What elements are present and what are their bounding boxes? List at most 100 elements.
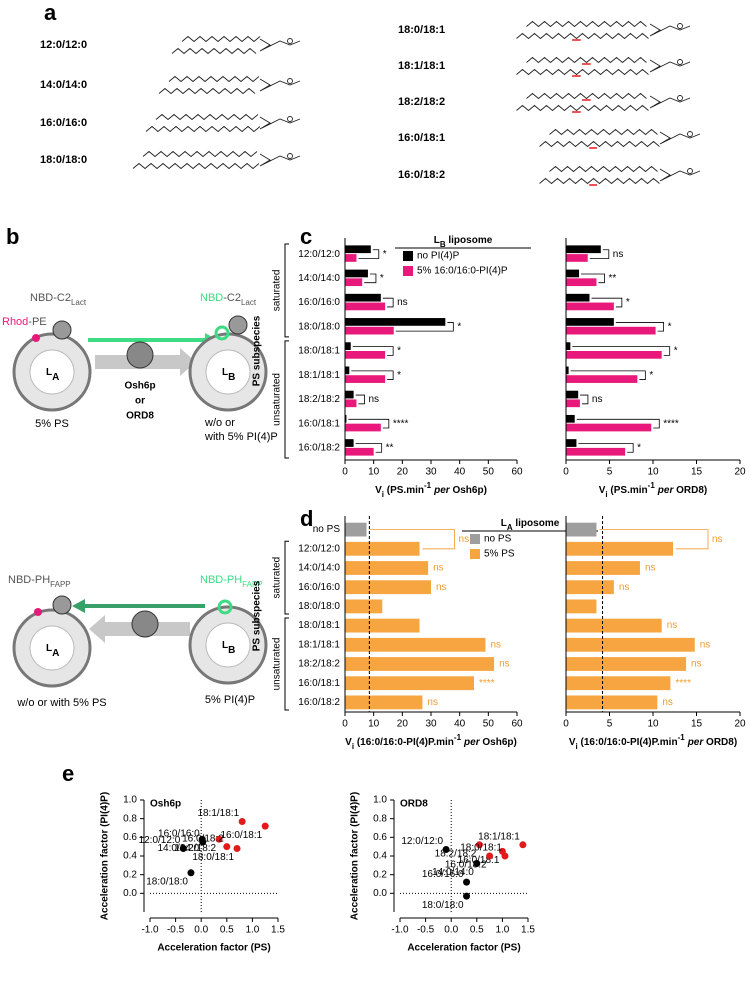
bar <box>566 245 601 254</box>
x-tick-label: 1.0 <box>495 925 509 936</box>
x-tick-label: 0 <box>342 719 348 730</box>
text: ORD8) <box>703 737 737 748</box>
significance-bracket <box>578 443 634 453</box>
text: liposome <box>446 235 493 246</box>
y-tick-label: 1.0 <box>373 795 387 806</box>
significance-bracket <box>348 418 390 429</box>
bar <box>566 390 579 399</box>
x-tick-label: 1.0 <box>245 925 259 936</box>
significance-label: * <box>380 273 384 284</box>
acyl-chain <box>155 113 259 121</box>
significance-bracket <box>352 346 394 356</box>
point-label: 18:1/18:1 <box>478 831 520 842</box>
significance-label: ns <box>490 639 501 650</box>
point <box>261 822 269 830</box>
text: L <box>222 640 228 651</box>
x-tick-label: 40 <box>454 719 466 730</box>
significance-bracket <box>570 370 646 380</box>
phosphate <box>677 95 683 101</box>
bar <box>566 618 662 633</box>
group-label: unsaturated <box>272 638 283 691</box>
y-tick-label: 12:0/12:0 <box>298 543 340 554</box>
text: Rhod <box>2 316 28 328</box>
lipid-label: 18:2/18:2 <box>398 96 445 108</box>
significance-label: ns <box>712 534 723 545</box>
significance-label: ns <box>619 582 630 593</box>
y-tick-label: 0.0 <box>123 888 137 899</box>
x-axis-label: Acceleration factor (PS) <box>157 943 270 954</box>
text: A <box>52 372 59 383</box>
bar <box>566 676 671 691</box>
bar <box>345 375 386 383</box>
liposome-label: LA <box>46 367 59 384</box>
significance-label: ns <box>368 394 379 405</box>
text: FAPP <box>242 580 262 589</box>
significance-label: ns <box>645 563 656 574</box>
phosphate <box>287 38 293 44</box>
y-axis-label: PS subspecies <box>252 315 263 386</box>
point-label: 14:0/14:0 <box>158 843 200 854</box>
text: i <box>382 490 384 499</box>
acyl-chain <box>516 104 649 112</box>
significance-bracket <box>395 322 454 332</box>
text: (16:0/16:0-PI(4)P.min <box>578 737 678 748</box>
point <box>463 892 471 900</box>
group-label: saturated <box>272 557 283 599</box>
x-tick-label: 20 <box>734 719 746 730</box>
x-axis-label: Vi (16:0/16:0-PI(4)P.min-1 per Osh6p) <box>345 733 517 751</box>
point <box>501 852 509 860</box>
bar <box>566 342 571 350</box>
bar <box>566 695 658 710</box>
bar <box>345 676 474 691</box>
bar <box>566 447 626 456</box>
significance-label: ** <box>608 273 616 284</box>
bar <box>345 447 374 456</box>
point-label: 16:0/18:1 <box>458 855 500 866</box>
point <box>519 841 527 849</box>
y-tick-label: no PS <box>313 524 341 535</box>
significance-label: * <box>668 321 672 332</box>
point <box>187 869 195 877</box>
bar <box>566 399 580 408</box>
x-tick-label: 5 <box>607 467 613 478</box>
lipid-label: 14:0/14:0 <box>40 79 87 91</box>
text: -1 <box>648 481 656 490</box>
diagram-bottom: NBD-PHFAPP NBD-PHFAPP LA LB w/o or with … <box>8 574 268 709</box>
significance-label: * <box>383 249 387 260</box>
significance-label: ns <box>427 697 438 708</box>
lipid-label: 16:0/18:2 <box>398 169 445 181</box>
text: L <box>46 367 52 378</box>
probe-label: NBD-C2Lact <box>200 292 257 307</box>
bar <box>345 423 381 432</box>
bar <box>345 599 383 614</box>
bar <box>345 561 429 575</box>
bar <box>345 580 431 595</box>
phosphate <box>287 78 293 84</box>
point-label: 18:2/18:2 <box>174 843 216 854</box>
panel-label: d <box>300 506 313 531</box>
significance-label: * <box>674 346 678 357</box>
text: (PS.min <box>608 485 648 496</box>
point <box>473 859 481 867</box>
y-tick-label: 0.8 <box>373 813 387 824</box>
liposome-label: LA <box>46 643 59 660</box>
legend-title: LB liposome <box>434 235 493 249</box>
arrow-head <box>72 599 85 613</box>
protein-label: ORD8 <box>126 411 154 422</box>
text: V <box>375 485 382 496</box>
acyl-chain <box>181 35 261 43</box>
y-tick-label: 0.0 <box>373 888 387 899</box>
text: NBD-PH <box>200 574 242 586</box>
significance-bracket <box>351 370 394 380</box>
lipid-label: 18:0/18:0 <box>40 154 87 166</box>
x-tick-label: 15 <box>691 719 703 730</box>
significance-bracket <box>589 249 610 259</box>
acyl-chain <box>539 140 660 148</box>
x-tick-label: 0.5 <box>470 925 484 936</box>
significance-label: ns <box>397 297 408 308</box>
x-tick-label: 20 <box>397 719 409 730</box>
significance-label: **** <box>663 418 679 429</box>
chart-title: ORD8 <box>400 799 428 810</box>
significance-bracket <box>580 394 589 405</box>
significance-bracket <box>358 249 380 259</box>
